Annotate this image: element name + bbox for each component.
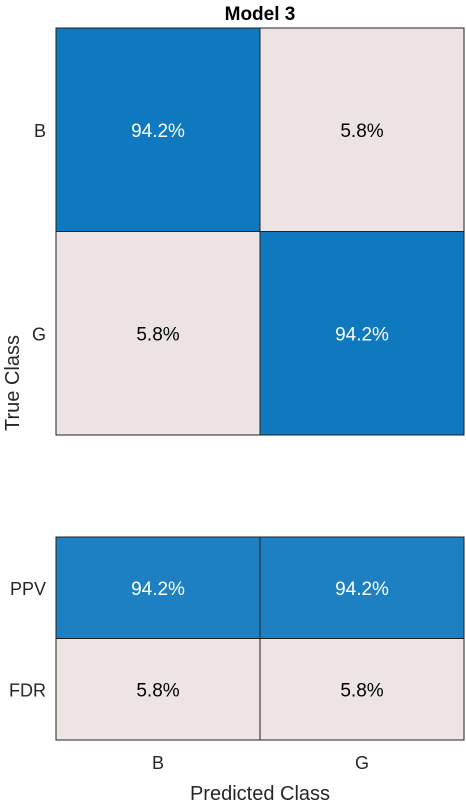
matrix-border bbox=[55, 27, 465, 436]
matrix-cell-b-b bbox=[55, 27, 261, 232]
matrix-cell-label: 94.2% bbox=[335, 324, 389, 345]
summary-row-label: FDR bbox=[9, 680, 46, 700]
matrix-cell-g-g bbox=[259, 231, 465, 436]
confusion-matrix: 94.2% 5.8% B 5.8% 94.2% G bbox=[32, 27, 465, 436]
matrix-cell-label: 5.8% bbox=[340, 121, 383, 142]
matrix-cell-b-g bbox=[259, 27, 465, 232]
matrix-cell-g-b bbox=[55, 231, 261, 436]
matrix-row-label: G bbox=[32, 324, 46, 344]
summary-cell-label: 5.8% bbox=[136, 680, 179, 701]
matrix-cell-label: 94.2% bbox=[131, 121, 185, 142]
summary-cell-label: 94.2% bbox=[335, 579, 389, 600]
x-axis-label: Predicted Class bbox=[190, 783, 330, 804]
summary-cell-label: 94.2% bbox=[131, 579, 185, 600]
summary-border bbox=[55, 536, 465, 741]
summary-row-label: PPV bbox=[10, 579, 46, 599]
summary-cell-label: 5.8% bbox=[340, 680, 383, 701]
matrix-cell-label: 5.8% bbox=[136, 324, 179, 345]
summary-cell-ppv-g bbox=[259, 536, 465, 639]
summary-cell-fdr-g bbox=[259, 638, 465, 741]
summary-matrix: 94.2% 94.2% PPV 5.8% 5.8% FDR bbox=[9, 536, 465, 741]
x-tick-label: G bbox=[355, 753, 369, 773]
x-tick-label: B bbox=[152, 753, 164, 773]
chart-title: Model 3 bbox=[225, 4, 296, 25]
matrix-row-label: B bbox=[34, 121, 46, 141]
y-axis-label: True Class bbox=[2, 335, 24, 431]
